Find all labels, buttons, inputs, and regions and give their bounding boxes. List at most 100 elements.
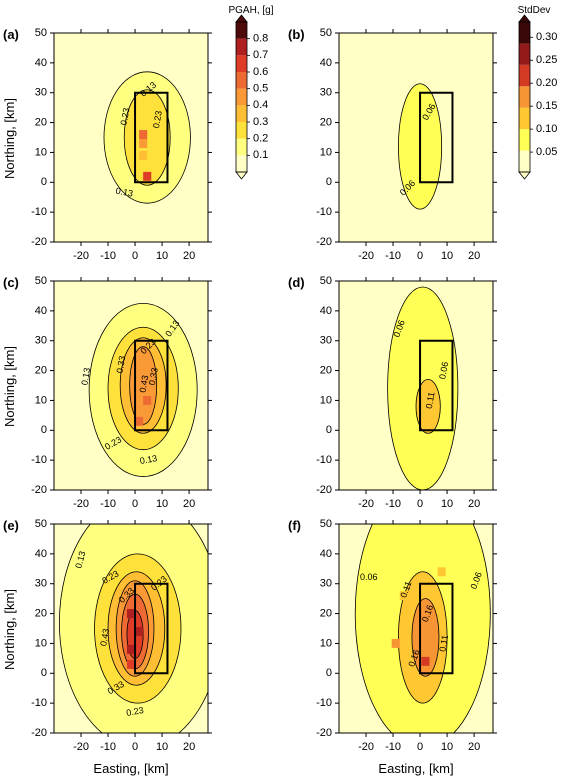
contour-0.11 [415, 379, 441, 434]
y-tick-label: 10 [320, 146, 332, 158]
y-tick-label: 40 [320, 548, 332, 560]
colorbar-swatch [519, 64, 530, 87]
colorbar-tick-label: 0.25 [536, 54, 557, 66]
colorbar-title: PGAH, [g] [228, 5, 273, 16]
x-tick-label: 10 [156, 250, 168, 262]
colorbar-frame [518, 21, 531, 173]
plot-frame [338, 32, 494, 243]
x-tick-label: -20 [73, 498, 89, 510]
y-tick-label: 40 [35, 548, 47, 560]
colorbar-tick-label: 0.2 [253, 133, 268, 145]
y-tick-label: -10 [316, 697, 332, 709]
y-tick-label: 50 [320, 27, 332, 39]
x-tick-label: 20 [468, 250, 480, 262]
plot-frame [53, 32, 209, 243]
x-tick-label: -10 [100, 250, 116, 262]
grid-cell [126, 659, 136, 669]
colorbar-title: StdDev [518, 5, 551, 16]
y-tick-label: 50 [35, 27, 47, 39]
panel-label: (d) [288, 275, 305, 290]
contour-label: 0.23 [125, 705, 144, 718]
colorbar-tick-label: 0.8 [253, 33, 268, 45]
colorbar-swatch [236, 105, 247, 122]
rupture-outline [419, 582, 454, 675]
x-tick-label: 0 [417, 498, 423, 510]
y-axis-label: Northing, [km] [2, 346, 17, 427]
y-tick-label: 50 [320, 275, 332, 287]
y-tick-label: 20 [35, 607, 47, 619]
y-tick-label: 50 [35, 518, 47, 530]
colorbar-tick-label: 0.10 [536, 123, 557, 135]
y-tick-label: 30 [35, 578, 47, 590]
panel-label: (a) [3, 27, 19, 42]
colorbar-tick-label: 0.5 [253, 83, 268, 95]
x-tick-label: 10 [441, 741, 453, 753]
colorbar-tick-label: 0.7 [253, 49, 268, 61]
contour-label: 0.13 [79, 367, 92, 386]
colorbar-tick-label: 0.30 [536, 31, 557, 43]
grid-cell [143, 395, 152, 405]
colorbar-tick-label: 0.20 [536, 77, 557, 89]
grid-cell [143, 171, 152, 181]
panel-label: (f) [288, 518, 301, 533]
y-tick-label: 40 [320, 305, 332, 317]
y-tick-label: 30 [320, 335, 332, 347]
y-tick-label: 0 [326, 176, 332, 188]
colorbar-swatch [236, 122, 247, 139]
y-tick-label: 0 [41, 424, 47, 436]
plot-frame [338, 523, 494, 734]
x-tick-label: -10 [385, 250, 401, 262]
contour-label: 0.33 [147, 367, 160, 386]
colorbar-swatch [519, 86, 530, 108]
y-tick-label: 20 [35, 364, 47, 376]
x-tick-label: -10 [385, 741, 401, 753]
grid-cell [135, 627, 144, 636]
y-tick-label: 40 [35, 57, 47, 69]
colorbar-swatch [236, 88, 247, 106]
colorbar-min-arrow [235, 171, 248, 180]
panel-label: (b) [288, 27, 305, 42]
rupture-outline [134, 582, 169, 675]
y-tick-label: -20 [316, 484, 332, 496]
y-tick-label: 50 [35, 275, 47, 287]
grid-cell [437, 567, 446, 577]
x-tick-label: 20 [183, 741, 195, 753]
panel-label: (e) [3, 518, 19, 533]
y-tick-label: 10 [320, 637, 332, 649]
contour-label: 0.43 [98, 628, 111, 647]
x-tick-label: -10 [100, 498, 116, 510]
y-tick-label: 20 [320, 607, 332, 619]
y-tick-label: 10 [320, 394, 332, 406]
x-tick-label: -20 [358, 741, 374, 753]
y-tick-label: -20 [31, 236, 47, 248]
y-tick-label: 20 [35, 116, 47, 128]
x-tick-label: 20 [183, 250, 195, 262]
x-tick-label: 0 [132, 498, 138, 510]
grid-cell [391, 638, 400, 648]
x-axis-label: Easting, [km] [378, 761, 453, 776]
y-tick-label: 0 [326, 424, 332, 436]
panel-label: (c) [3, 275, 19, 290]
contour-label: 0.06 [437, 361, 450, 380]
y-tick-label: 30 [35, 87, 47, 99]
contour-label: 0.33 [114, 355, 127, 374]
panel-c: 0.130.130.330.230.430.330.230.13-20-1001… [2, 275, 212, 510]
y-tick-label: -20 [31, 727, 47, 739]
colorbar-swatch [236, 138, 247, 156]
colorbar-min-arrow [518, 171, 531, 180]
contour-0.16 [411, 598, 440, 677]
grid-cell [139, 360, 148, 370]
x-tick-label: -10 [385, 498, 401, 510]
y-tick-label: 30 [320, 87, 332, 99]
y-tick-label: 10 [35, 394, 47, 406]
x-tick-label: 10 [156, 498, 168, 510]
x-tick-label: -10 [100, 741, 116, 753]
x-tick-label: 20 [468, 498, 480, 510]
colorbar-swatch [519, 107, 530, 130]
plot-frame [338, 280, 494, 491]
y-tick-label: 10 [35, 146, 47, 158]
contour-label: 0.13 [73, 550, 87, 570]
contour-label: 0.43 [137, 374, 150, 393]
x-tick-label: 0 [132, 250, 138, 262]
